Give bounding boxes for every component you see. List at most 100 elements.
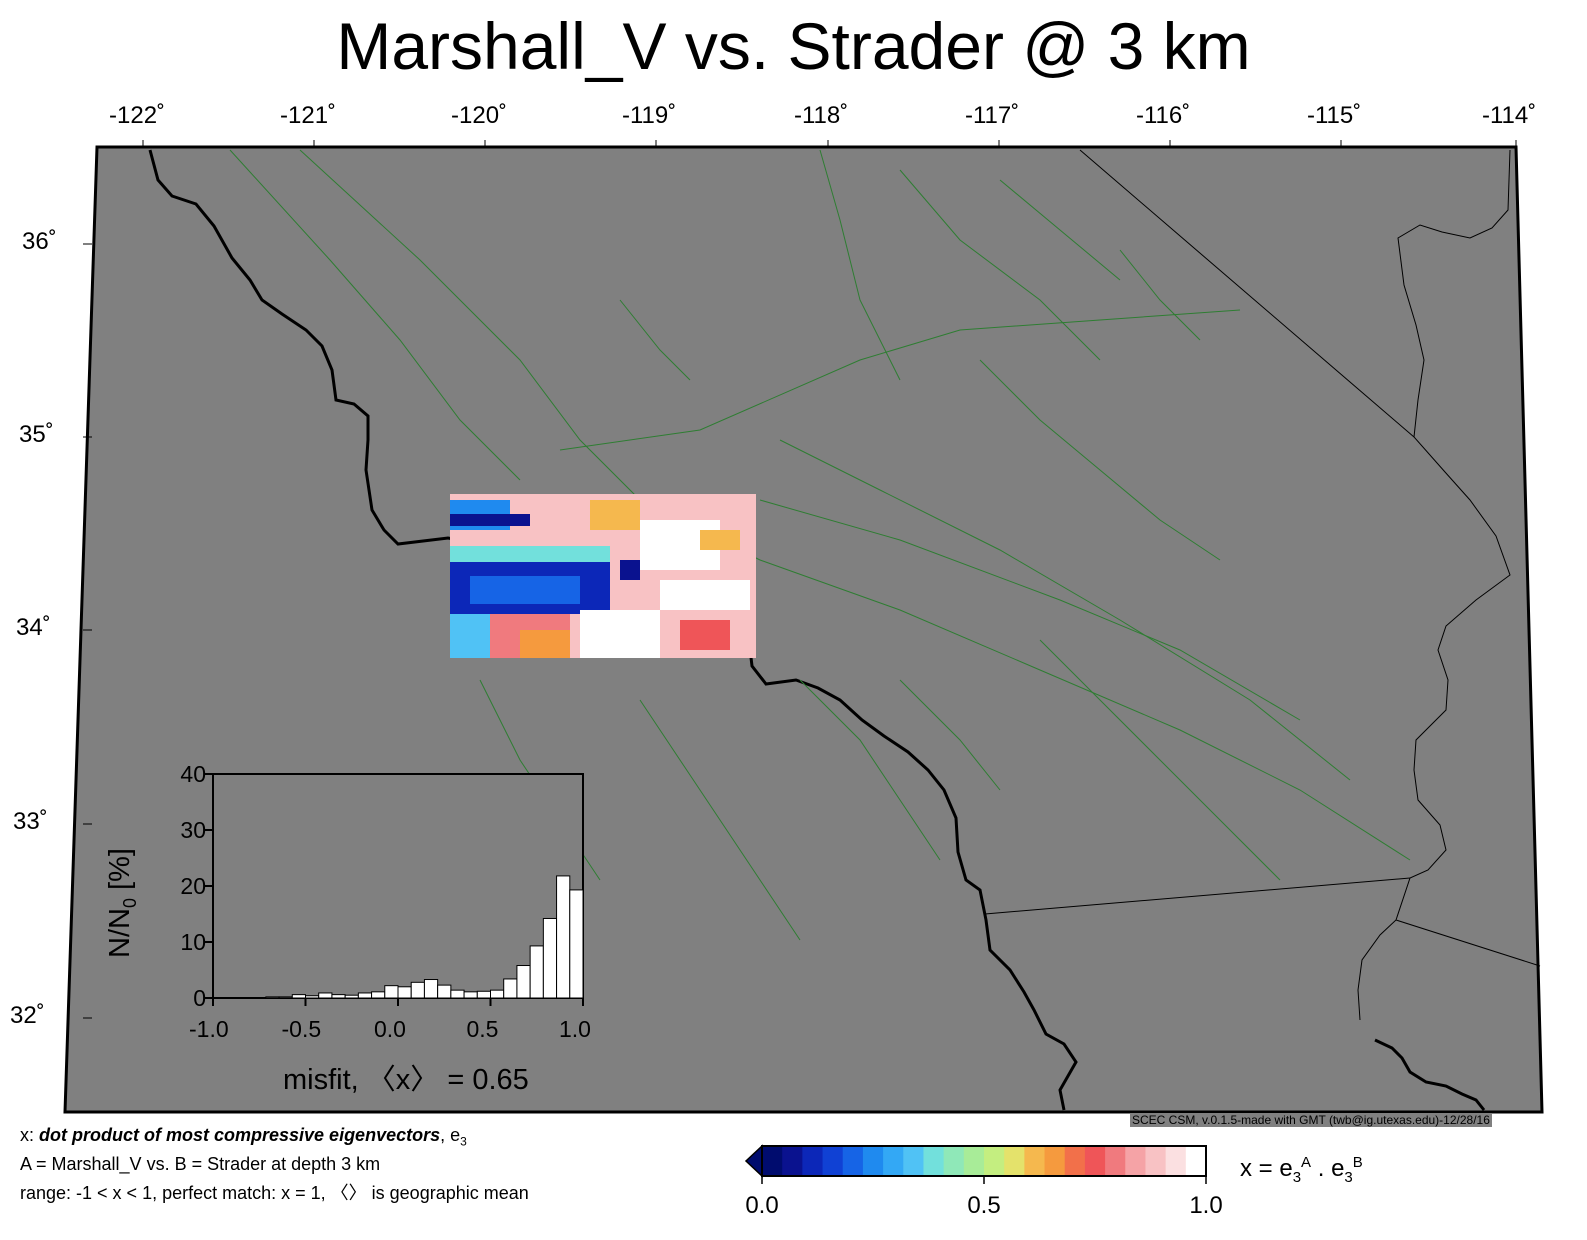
lon-tick-label: -116˚ bbox=[1136, 102, 1191, 129]
colorbar-swatch bbox=[842, 1146, 864, 1176]
lon-tick-label: -122˚ bbox=[109, 102, 166, 129]
histogram-bar bbox=[331, 994, 346, 999]
lon-tick-label: -120˚ bbox=[451, 102, 508, 129]
colorbar-tick-label: 0.5 bbox=[967, 1192, 1001, 1219]
credit-text: SCEC CSM, v.0.1.5-made with GMT (twb@ig.… bbox=[1130, 1113, 1492, 1127]
caption-sub: 3 bbox=[460, 1134, 467, 1149]
histogram-bar bbox=[357, 992, 373, 999]
histogram-x-tick-label: 1.0 bbox=[559, 1016, 591, 1042]
cb-label-sup: A bbox=[1301, 1154, 1312, 1171]
state-border bbox=[1079, 149, 1415, 438]
misfit-histogram bbox=[205, 773, 584, 1006]
cb-label-sub2: 3 bbox=[1344, 1168, 1353, 1186]
colorbar-tick-label: 1.0 bbox=[1189, 1192, 1223, 1219]
ylabel-main: N/N bbox=[104, 908, 136, 958]
state-border-arizona bbox=[1395, 919, 1541, 967]
cb-label-prefix: x = e bbox=[1240, 1155, 1293, 1182]
histogram-ticks bbox=[205, 773, 584, 1006]
histogram-bar bbox=[371, 991, 386, 999]
histogram-bars bbox=[265, 875, 584, 999]
fault-traces bbox=[229, 149, 1411, 941]
histogram-bar bbox=[542, 917, 558, 999]
caption-line-2: A = Marshall_V vs. B = Strader at depth … bbox=[20, 1154, 381, 1174]
colorbar-swatch bbox=[1064, 1146, 1086, 1176]
river-border bbox=[1357, 149, 1511, 1021]
lon-tick-label: -115˚ bbox=[1307, 102, 1362, 129]
map-axis-ticks bbox=[83, 140, 1517, 1019]
country-border bbox=[984, 877, 1411, 915]
histogram-ylabel: N/N0 [%] bbox=[103, 848, 147, 958]
histogram-x-tick-label: 0.0 bbox=[374, 1016, 406, 1042]
lat-tick-label: 36˚ bbox=[22, 228, 57, 255]
histogram-bar bbox=[397, 986, 412, 999]
colorbar-under-arrow bbox=[744, 1144, 763, 1178]
histogram-bar bbox=[423, 979, 439, 999]
histogram-bar bbox=[516, 965, 531, 999]
colorbar-swatch bbox=[963, 1146, 985, 1176]
colorbar bbox=[744, 1144, 1207, 1184]
cb-label-mid: . e bbox=[1311, 1155, 1345, 1182]
histogram-bar bbox=[490, 989, 505, 999]
lat-tick-label: 32˚ bbox=[10, 1002, 45, 1029]
lon-tick-label: -121˚ bbox=[280, 102, 337, 129]
colorbar-swatch bbox=[923, 1146, 945, 1176]
histogram-bar bbox=[529, 945, 544, 999]
colorbar-swatch bbox=[1004, 1146, 1025, 1176]
lat-tick-label: 33˚ bbox=[13, 808, 48, 835]
colorbar-swatch bbox=[1044, 1146, 1066, 1176]
histogram-y-tick-label: 10 bbox=[180, 929, 206, 955]
caption-line-3: range: -1 < x < 1, perfect match: x = 1,… bbox=[20, 1183, 529, 1203]
histogram-y-tick-label: 0 bbox=[193, 985, 206, 1011]
colorbar-swatch bbox=[1105, 1146, 1126, 1176]
colorbar-swatch bbox=[1024, 1146, 1046, 1176]
histogram-bar bbox=[463, 991, 478, 999]
colorbar-swatch bbox=[1084, 1146, 1106, 1176]
caption-bold: dot product of most compressive eigenvec… bbox=[39, 1125, 441, 1145]
colorbar-swatch bbox=[822, 1146, 844, 1176]
histogram-bar bbox=[556, 875, 571, 999]
lon-tick-label: -119˚ bbox=[622, 102, 677, 129]
histogram-bar bbox=[318, 992, 333, 999]
colorbar-swatch bbox=[1125, 1146, 1146, 1176]
coastline-gulf bbox=[1374, 1038, 1486, 1111]
histogram-bar bbox=[265, 996, 280, 999]
cb-label-sub: 3 bbox=[1292, 1168, 1302, 1186]
colorbar-swatch bbox=[862, 1146, 884, 1176]
colorbar-swatch bbox=[1165, 1146, 1187, 1176]
colorbar-swatch bbox=[782, 1146, 803, 1176]
lat-tick-label: 35˚ bbox=[19, 421, 54, 448]
ylabel-sub: 0 bbox=[119, 898, 140, 909]
histogram-bar bbox=[450, 989, 465, 999]
colorbar-swatch bbox=[943, 1146, 965, 1176]
lon-tick-label: -117˚ bbox=[965, 102, 1020, 129]
histogram-x-tick-label: -0.5 bbox=[281, 1016, 322, 1042]
histogram-bar bbox=[344, 994, 359, 999]
histogram-bar bbox=[569, 889, 584, 999]
lat-tick-label: 34˚ bbox=[16, 614, 51, 641]
caption-suffix: , e bbox=[440, 1125, 461, 1145]
colorbar-swatch bbox=[903, 1146, 924, 1176]
colorbar-swatch bbox=[883, 1146, 904, 1176]
misfit-overlay bbox=[450, 494, 756, 658]
colorbar-swatch bbox=[1185, 1146, 1207, 1176]
cb-label-sup2: B bbox=[1352, 1154, 1363, 1171]
histogram-plot-area bbox=[212, 773, 584, 999]
colorbar-tick-label: 0.0 bbox=[745, 1192, 779, 1219]
histogram-bar bbox=[384, 985, 399, 999]
histogram-bar bbox=[278, 996, 293, 999]
histogram-x-tick-label: 0.5 bbox=[466, 1016, 499, 1042]
colorbar-label: x = e3A . e3B bbox=[1240, 1148, 1363, 1193]
histogram-xlabel: misfit, 〈x〉 = 0.65 bbox=[283, 1064, 529, 1096]
histogram-y-tick-label: 40 bbox=[180, 761, 206, 787]
histogram-bar bbox=[305, 995, 320, 999]
caption-prefix: x: bbox=[20, 1125, 40, 1145]
histogram-bar bbox=[410, 981, 425, 999]
lon-tick-label: -114˚ bbox=[1482, 102, 1537, 129]
histogram-y-tick-label: 20 bbox=[180, 873, 206, 899]
histogram-bar bbox=[503, 978, 518, 999]
page-title: Marshall_V vs. Strader @ 3 km bbox=[336, 9, 1251, 83]
histogram-bar bbox=[291, 994, 306, 999]
histogram-bar bbox=[476, 990, 491, 999]
histogram-y-tick-label: 30 bbox=[180, 817, 206, 843]
map-frame bbox=[63, 145, 1544, 1114]
